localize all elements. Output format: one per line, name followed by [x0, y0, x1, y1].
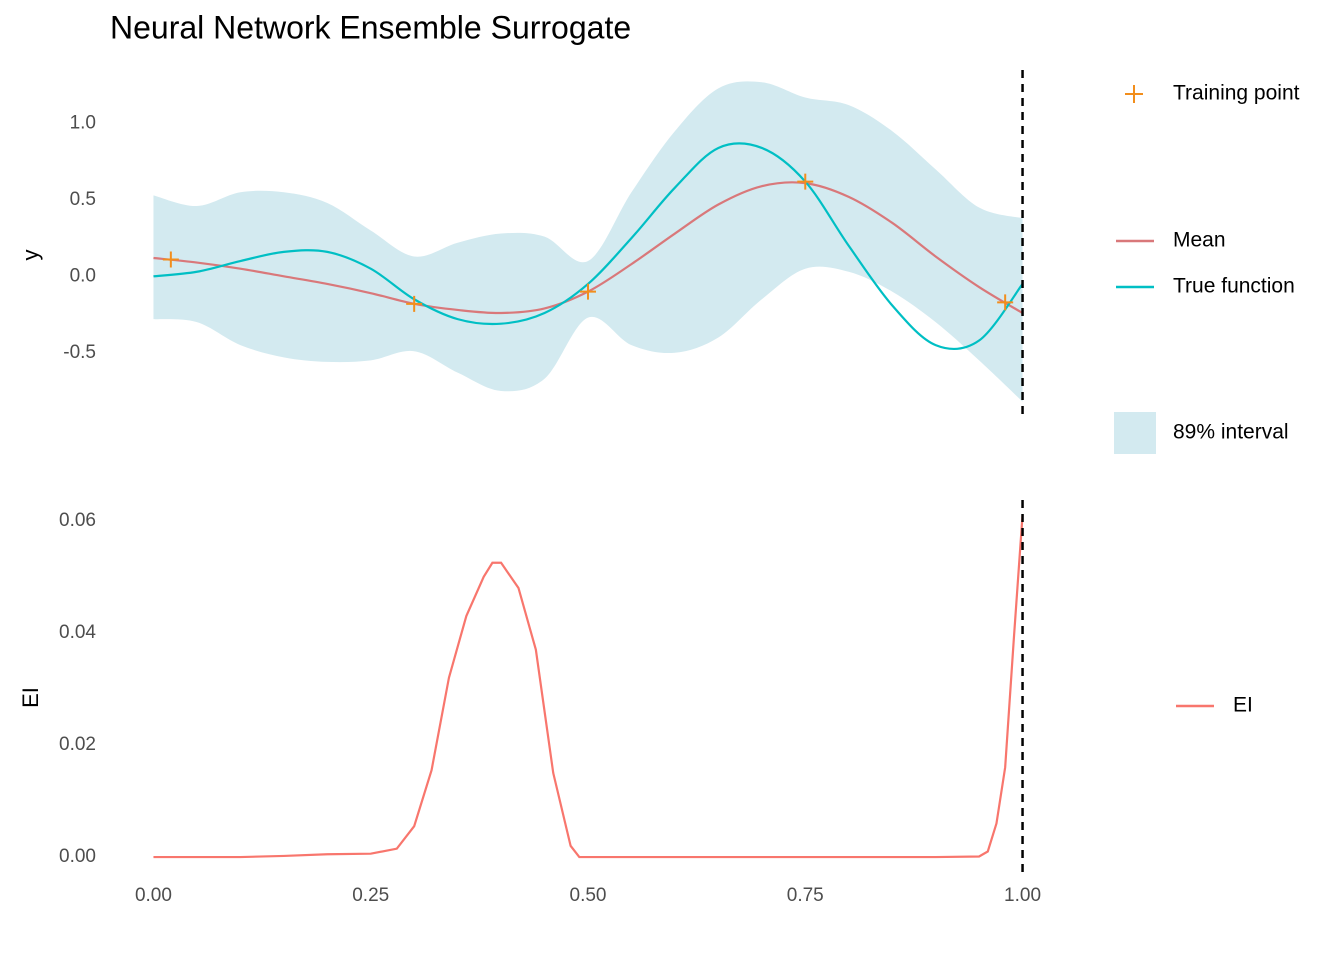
legend-swatch [1114, 412, 1156, 454]
y-axis-label: y [18, 250, 43, 261]
y-tick-label: 0.0 [70, 265, 96, 286]
x-tick-label: 0.75 [787, 885, 824, 906]
y-axis-label: EI [18, 687, 43, 708]
training-point [162, 251, 179, 268]
legend-label: Mean [1173, 229, 1226, 252]
legend-label: Training point [1173, 82, 1300, 105]
y-tick-label: 0.00 [59, 846, 96, 867]
series-line [153, 142, 1024, 351]
y-tick-label: 0.06 [59, 510, 96, 531]
y-tick-label: 0.04 [59, 622, 96, 643]
legend-label: EI [1233, 694, 1253, 717]
y-tick-label: 0.5 [70, 189, 96, 210]
x-tick-label: 1.00 [1004, 885, 1041, 906]
series-line [153, 515, 1024, 859]
y-tick-label: -0.5 [63, 342, 96, 363]
x-tick-label: 0.00 [135, 885, 172, 906]
y-tick-label: 1.0 [70, 113, 96, 134]
y-tick-label: 0.02 [59, 734, 96, 755]
x-tick-label: 0.50 [570, 885, 607, 906]
x-tick-label: 0.25 [352, 885, 389, 906]
training-point [580, 283, 596, 300]
interval-band [153, 81, 1023, 402]
legend-marker [1125, 85, 1143, 103]
training-point [406, 295, 423, 312]
training-point [997, 294, 1014, 311]
chart-title: Neural Network Ensemble Surrogate [110, 9, 631, 45]
legend-label: True function [1173, 275, 1295, 298]
training-point [797, 173, 814, 190]
legend-label: 89% interval [1173, 421, 1289, 444]
